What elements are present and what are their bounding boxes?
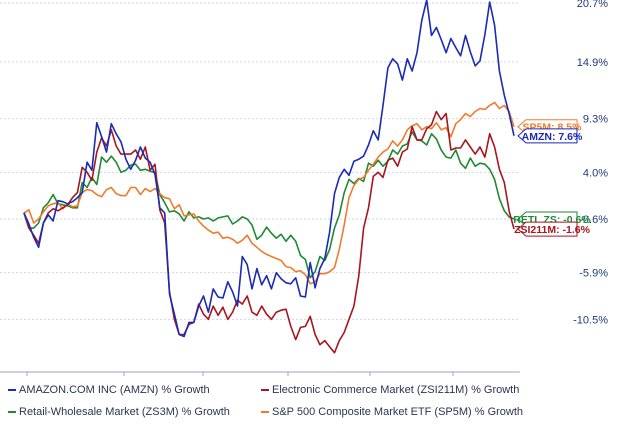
- series-line-sp5m: [23, 101, 515, 285]
- series-line-zsi211m: [23, 110, 515, 354]
- legend-item-sp5m: S&P 500 Composite Market ETF (SP5M) % Gr…: [261, 406, 523, 418]
- badge-amzn-box: [517, 128, 578, 144]
- y-tick-label: -5.9%: [579, 268, 608, 280]
- series-line-zs3m: [23, 131, 515, 279]
- y-tick-label: -0.6%: [579, 214, 608, 226]
- y-tick-label: -10.5%: [573, 314, 608, 326]
- legend-swatch-zs3m: [8, 411, 16, 414]
- legend-item-amzn: AMAZON.COM INC (AMZN) % Growth: [8, 384, 210, 396]
- y-tick-label: 4.0%: [583, 167, 608, 179]
- legend-swatch-sp5m: [261, 411, 269, 414]
- legend-label-zs3m: Retail-Wholesale Market (ZS3M) % Growth: [19, 406, 230, 418]
- y-tick-label: 9.3%: [583, 114, 608, 126]
- y-tick-label: 14.9%: [577, 57, 608, 69]
- y-tick-label: 20.7%: [577, 0, 608, 10]
- legend-label-sp5m: S&P 500 Composite Market ETF (SP5M) % Gr…: [272, 406, 524, 418]
- badge-zsi211m-label: ZSI211M: -1.6%: [514, 224, 591, 236]
- badge-amzn-label: AMZN: 7.6%: [522, 131, 583, 143]
- line-chart: 20.7%14.9%9.3%4.0%-0.6%-5.9%-10.5% 12/25…: [0, 0, 608, 376]
- legend-label-amzn: AMAZON.COM INC (AMZN) % Growth: [19, 384, 210, 396]
- legend-label-zsi211m: Electronic Commerce Market (ZSI211M) % G…: [272, 384, 520, 396]
- badge-zsi211m-box: [517, 221, 578, 237]
- legend-item-zs3m: Retail-Wholesale Market (ZS3M) % Growth: [8, 406, 230, 418]
- legend-swatch-zsi211m: [261, 389, 269, 392]
- badge-zsi211m: ZSI211M: -1.6%: [514, 221, 591, 237]
- legend-item-zsi211m: Electronic Commerce Market (ZSI211M) % G…: [261, 384, 519, 396]
- legend-swatch-amzn: [8, 389, 16, 392]
- badge-amzn: AMZN: 7.6%: [517, 128, 583, 144]
- series-line-amzn: [23, 0, 515, 338]
- legend: AMAZON.COM INC (AMZN) % Growth Retail-Wh…: [0, 376, 620, 426]
